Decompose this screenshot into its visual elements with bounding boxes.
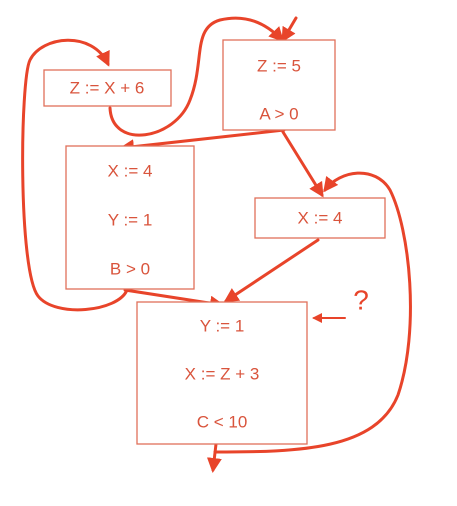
entry-incoming-edge: [281, 16, 298, 43]
node-left-line-2: Y := 1: [108, 210, 153, 229]
node-merge-line-2: X := Z + 3: [185, 364, 260, 383]
node-z-assign-line-1: Z := X + 6: [70, 78, 145, 97]
node-merge-line-3: C < 10: [197, 412, 248, 431]
left-loop-to-z-assign-edge: [21, 38, 129, 312]
loop-to-entry-edge: [108, 16, 285, 137]
entry-to-left-edge: [119, 128, 286, 155]
node-left-line-1: X := 4: [108, 161, 153, 180]
edges: [21, 16, 412, 473]
node-right: X := 4: [254, 197, 386, 239]
node-left-line-3: B > 0: [110, 259, 150, 278]
right-to-merge-edge: [223, 238, 320, 303]
node-entry-line-1: Z := 5: [257, 56, 301, 75]
node-entry: Z := 5 A > 0: [222, 39, 336, 131]
node-z-assign: Z := X + 6: [43, 69, 172, 107]
node-left: X := 4 Y := 1 B > 0: [65, 145, 195, 290]
entry-to-right-edge: [281, 130, 324, 198]
node-entry-line-2: A > 0: [259, 104, 298, 123]
merge-back-loop-edge: [213, 171, 412, 454]
question-mark: ?: [353, 284, 369, 315]
node-right-line-1: X := 4: [298, 208, 343, 227]
merge-exit-edge: [206, 442, 222, 473]
node-merge-line-1: Y := 1: [200, 316, 245, 335]
node-merge: Y := 1 X := Z + 3 C < 10: [136, 301, 308, 445]
